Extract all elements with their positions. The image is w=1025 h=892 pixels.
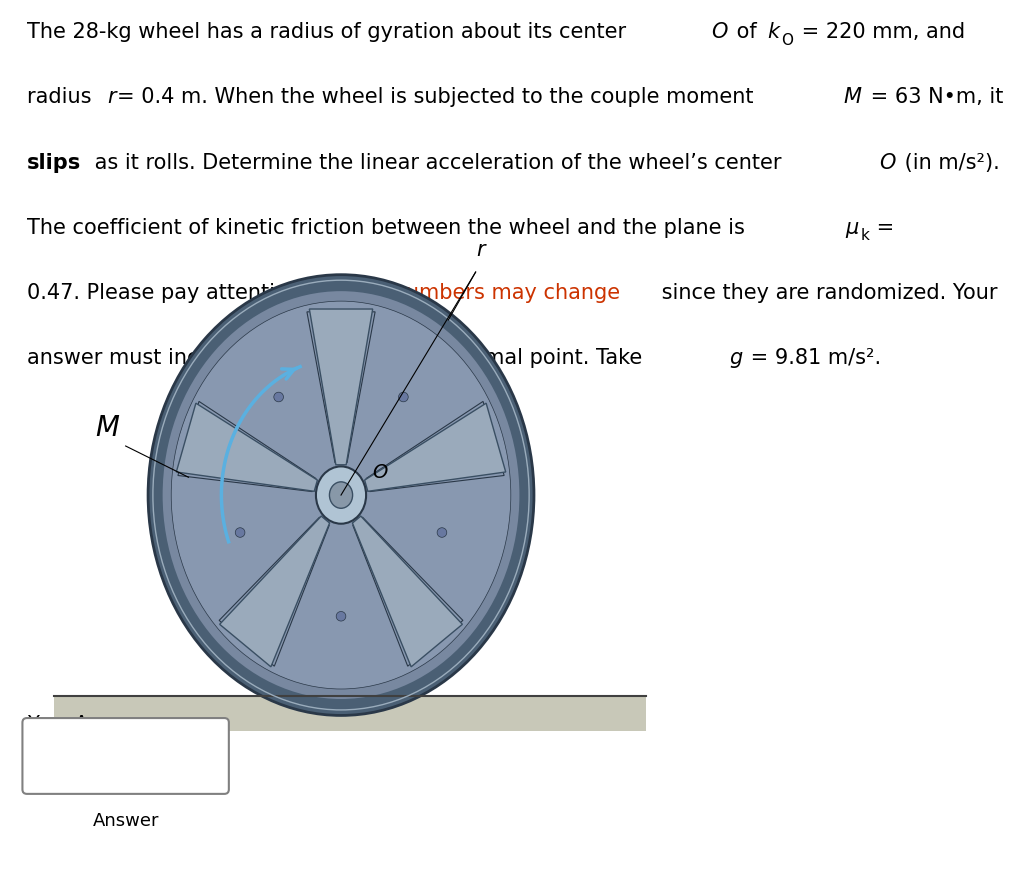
Polygon shape [353,516,462,667]
Text: radius: radius [27,87,98,107]
Text: The coefficient of kinetic friction between the wheel and the plane is: The coefficient of kinetic friction betw… [27,218,751,237]
Text: (in m/s²).: (in m/s²). [898,153,999,172]
Text: as it rolls. Determine the linear acceleration of the wheel’s center: as it rolls. Determine the linear accele… [88,153,788,172]
Text: M: M [844,87,862,107]
Polygon shape [366,401,504,491]
Ellipse shape [162,290,521,700]
Circle shape [236,528,245,537]
Text: = 63 N•m, it: = 63 N•m, it [864,87,1003,107]
FancyBboxPatch shape [23,718,229,794]
Text: of: of [730,22,764,42]
Text: μ: μ [846,218,859,237]
Polygon shape [176,403,318,491]
Text: = 0.4 m. When the wheel is subjected to the couple moment: = 0.4 m. When the wheel is subjected to … [117,87,761,107]
Polygon shape [310,309,373,465]
Text: O: O [372,463,387,483]
Text: the numbers may change: the numbers may change [352,283,620,302]
Polygon shape [219,517,329,666]
Text: = 9.81 m/s².: = 9.81 m/s². [744,348,882,368]
Polygon shape [365,403,505,491]
Circle shape [274,392,284,401]
Text: O: O [711,22,728,42]
Text: k: k [768,22,780,42]
Text: O: O [781,33,793,48]
Text: r: r [476,240,485,260]
Text: k: k [860,228,869,244]
Text: =: = [870,218,895,237]
Text: answer must include 2 places after the decimal point. Take: answer must include 2 places after the d… [27,348,649,368]
Text: g: g [730,348,743,368]
Polygon shape [219,516,330,667]
Ellipse shape [171,301,510,689]
Text: M: M [95,414,120,442]
Ellipse shape [329,482,353,508]
Text: r: r [108,87,116,107]
Ellipse shape [316,467,366,524]
Text: = 220 mm, and: = 220 mm, and [794,22,965,42]
Polygon shape [178,401,316,491]
Circle shape [336,612,345,621]
Ellipse shape [148,275,534,715]
Circle shape [437,528,447,537]
Text: 0.47. Please pay attention:: 0.47. Please pay attention: [27,283,315,302]
Text: since they are randomized. Your: since they are randomized. Your [655,283,997,302]
FancyBboxPatch shape [54,696,646,731]
Text: The 28-kg wheel has a radius of gyration about its center: The 28-kg wheel has a radius of gyration… [27,22,632,42]
Text: O: O [879,153,896,172]
Text: Answer: Answer [92,812,159,830]
Polygon shape [306,312,375,463]
Polygon shape [353,517,463,666]
Text: slips: slips [27,153,81,172]
Text: Your Answer:: Your Answer: [27,714,153,732]
Circle shape [399,392,408,401]
